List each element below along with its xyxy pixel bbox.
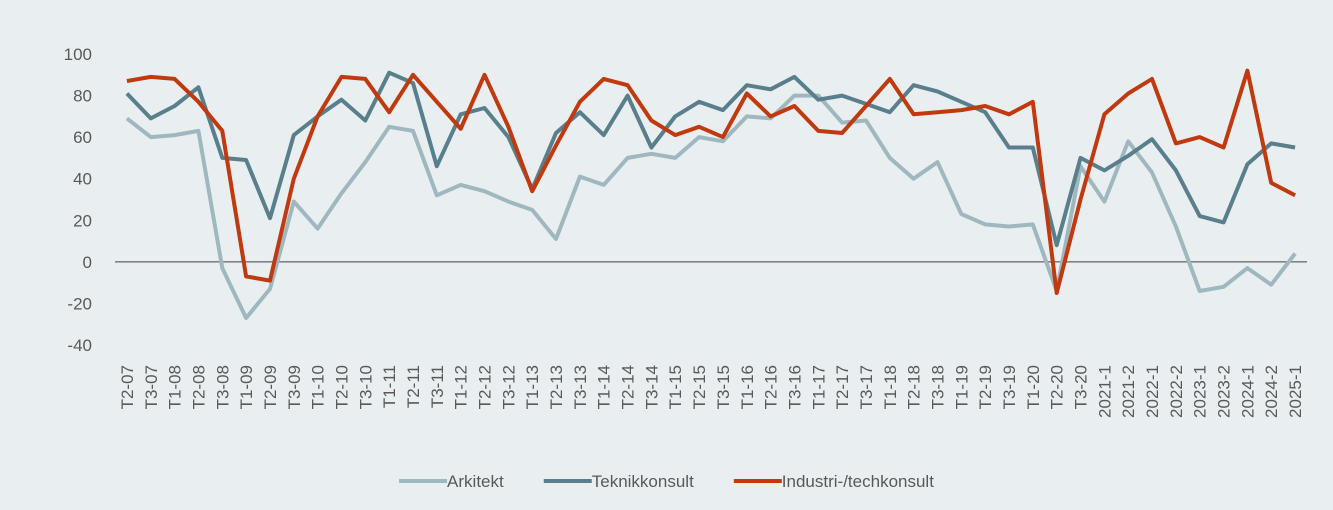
x-tick-label: T2-16 xyxy=(762,365,781,409)
x-tick-label: T1-19 xyxy=(952,365,971,409)
x-tick-label: T3-09 xyxy=(285,365,304,409)
line-series xyxy=(125,93,1297,320)
x-tick-label: 2024-2 xyxy=(1262,365,1281,418)
x-tick-label: T2-15 xyxy=(690,365,709,409)
x-tick-label: T1-08 xyxy=(166,365,185,409)
x-tick-label: T2-18 xyxy=(905,365,924,409)
x-tick-label: T1-18 xyxy=(881,365,900,409)
x-tick-label: 2021-2 xyxy=(1119,365,1138,418)
x-tick-label: T2-11 xyxy=(404,365,423,408)
legend: Arkitekt Teknikkonsult Industri-/techkonsu… xyxy=(399,472,934,491)
x-tick-label: T1-09 xyxy=(237,365,256,409)
legend-label: Industri-/techkonsult xyxy=(782,472,934,491)
x-tick-label: T2-09 xyxy=(261,365,280,409)
x-tick-label: T1-12 xyxy=(452,365,471,409)
x-tick-label: T1-15 xyxy=(666,365,685,409)
legend-label: Teknikkonsult xyxy=(592,472,694,491)
y-tick-label: 20 xyxy=(73,211,92,230)
y-tick-label: -40 xyxy=(67,336,92,355)
y-tick-label: 100 xyxy=(64,45,92,64)
x-tick-label: 2022-1 xyxy=(1143,365,1162,418)
x-tick-label: 2022-2 xyxy=(1167,365,1186,418)
x-tick-label: T2-17 xyxy=(833,365,852,409)
x-tick-label: T3-14 xyxy=(642,365,661,409)
x-tick-label: T3-08 xyxy=(213,365,232,409)
y-tick-label: 0 xyxy=(83,253,92,272)
x-tick-label: T3-12 xyxy=(499,365,518,409)
x-tick-label: T1-17 xyxy=(809,365,828,409)
x-tick-label: T1-11 xyxy=(380,365,399,408)
x-tick-label: T2-14 xyxy=(619,365,638,409)
x-tick-label: 2023-2 xyxy=(1215,365,1234,418)
x-tick-label: T2-08 xyxy=(189,365,208,409)
y-tick-label: 40 xyxy=(73,170,92,189)
x-tick-label: T3-07 xyxy=(142,365,161,409)
x-tick-label: 2023-1 xyxy=(1191,365,1210,418)
x-tick-label: T3-15 xyxy=(714,365,733,409)
y-tick-label: 60 xyxy=(73,128,92,147)
x-tick-label: T1-14 xyxy=(595,365,614,409)
x-tick-label: T3-11 xyxy=(428,365,447,408)
x-tick-label: T1-20 xyxy=(1024,365,1043,409)
x-tick-label: T2-19 xyxy=(976,365,995,409)
x-tick-label: 2025-1 xyxy=(1286,365,1305,418)
x-tick-label: T2-12 xyxy=(476,365,495,409)
x-tick-label: T2-10 xyxy=(332,365,351,409)
x-tick-label: T3-10 xyxy=(356,365,375,409)
line-series xyxy=(126,68,1297,295)
x-tick-label: T2-20 xyxy=(1048,365,1067,409)
y-tick-label: 80 xyxy=(73,87,92,106)
x-tick-label: T3-20 xyxy=(1072,365,1091,409)
x-tick-label: 2021-1 xyxy=(1095,365,1114,418)
x-tick-label: T3-16 xyxy=(785,365,804,409)
x-tick-label: T1-13 xyxy=(523,365,542,409)
x-tick-label: T3-19 xyxy=(1000,365,1019,409)
x-tick-label: 2024-1 xyxy=(1238,365,1257,418)
y-tick-label: -20 xyxy=(67,294,92,313)
x-tick-label: T3-17 xyxy=(857,365,876,409)
x-tick-label: T3-13 xyxy=(571,365,590,409)
x-tick-label: T1-16 xyxy=(738,365,757,409)
legend-label: Arkitekt xyxy=(447,472,504,491)
x-tick-label: T2-07 xyxy=(118,365,137,409)
x-tick-label: T2-13 xyxy=(547,365,566,409)
x-tick-label: T1-10 xyxy=(309,365,328,409)
x-tick-label: T3-18 xyxy=(928,365,947,409)
